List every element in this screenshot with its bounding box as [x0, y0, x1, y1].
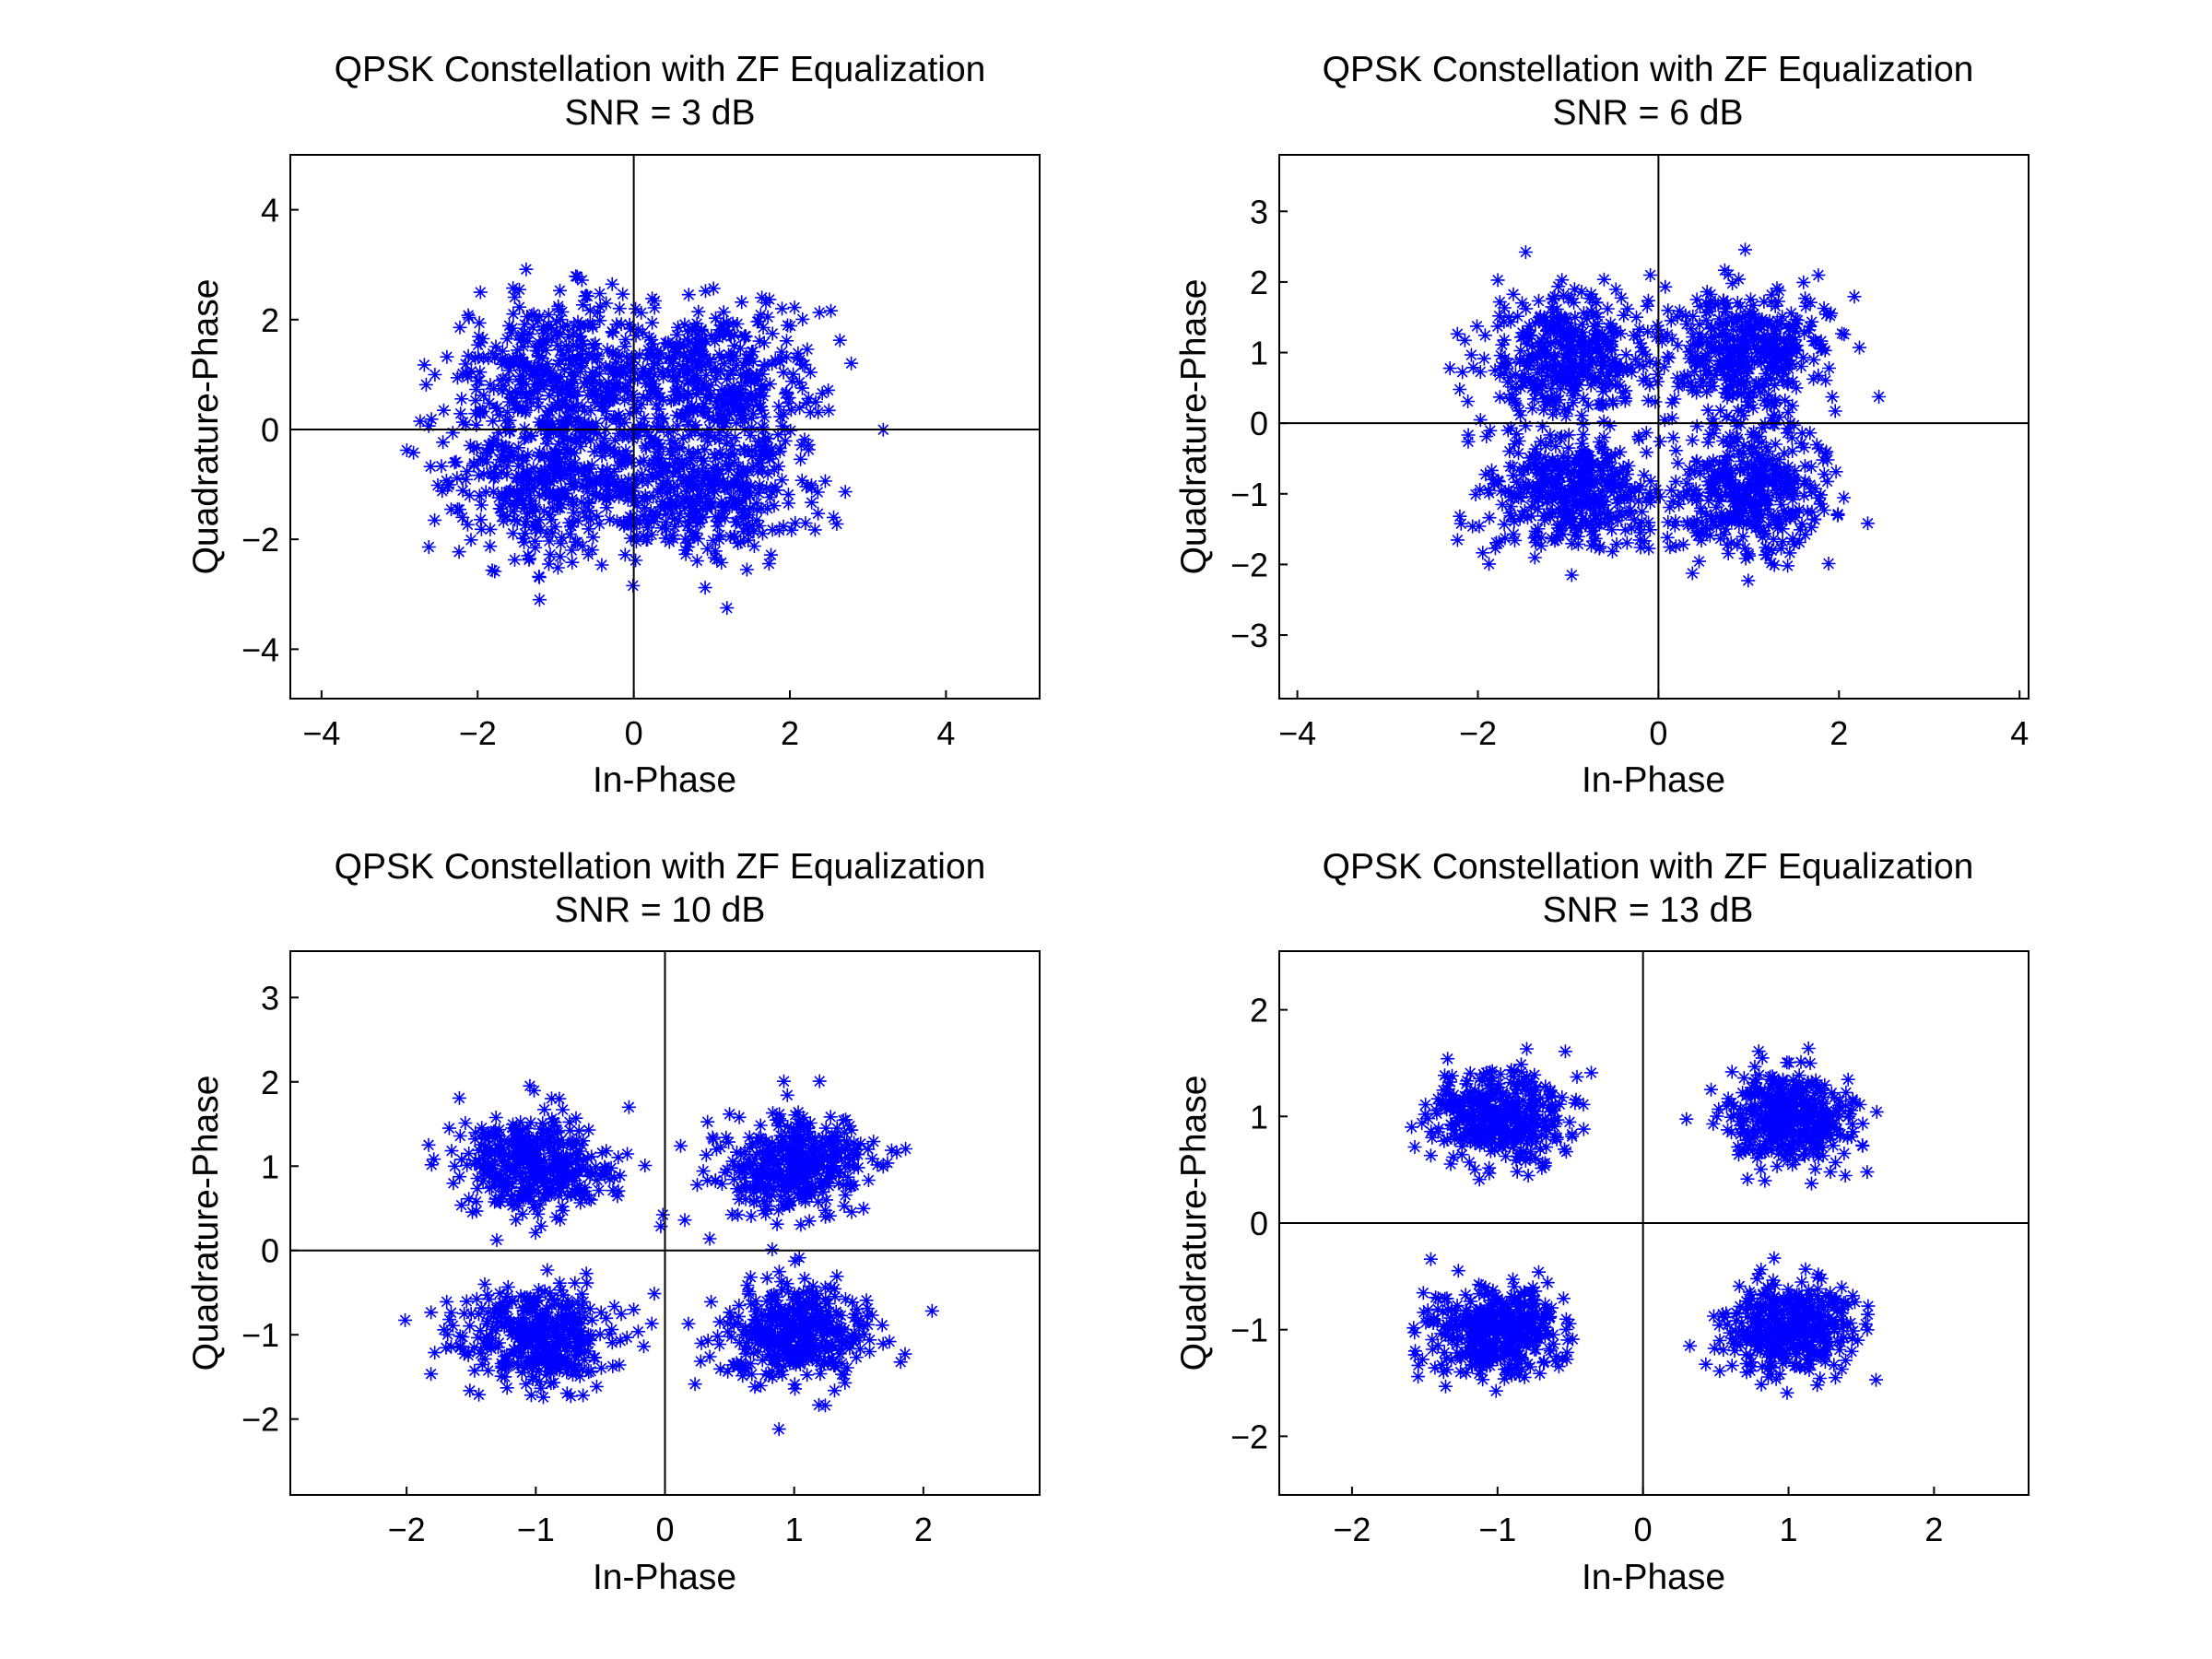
- y-tick-label: 0: [261, 411, 279, 449]
- axes-box: [289, 154, 1041, 700]
- data-point-markers: [399, 262, 890, 616]
- y-tick-label: 2: [261, 301, 279, 339]
- x-ticks: −2 −1 0 1 2: [388, 1487, 933, 1548]
- data-point-markers: [398, 1074, 939, 1437]
- y-tick-label: 2: [1250, 264, 1268, 301]
- x-tick-label: 4: [936, 714, 955, 752]
- y-ticks: −2 −1 0 1 2: [1230, 992, 1288, 1455]
- data-points: [398, 1074, 939, 1437]
- x-tick-label: 4: [2010, 714, 2029, 752]
- x-tick-label: 2: [914, 1511, 933, 1548]
- y-tick-label: 4: [261, 192, 279, 229]
- subplot-snr-10db: QPSK Constellation with ZF Equalization …: [186, 847, 1041, 1597]
- y-tick-label: −3: [1230, 617, 1268, 654]
- y-tick-label: 3: [1250, 193, 1268, 230]
- y-ticks: −3 −2 −1 0 1 2 3: [1230, 193, 1288, 654]
- x-ticks: −4 −2 0 2 4: [1278, 690, 2029, 752]
- data-points: [1405, 1041, 1884, 1400]
- x-axis-label: In-Phase: [1582, 1558, 1725, 1597]
- x-tick-label: −2: [1459, 714, 1497, 752]
- chart-subtitle: SNR = 6 dB: [1552, 93, 1743, 133]
- y-axis-label: Quadrature-Phase: [1174, 1076, 1214, 1371]
- y-tick-label: −2: [1230, 1418, 1268, 1455]
- y-tick-label: 1: [1250, 1098, 1268, 1135]
- y-axis-label: Quadrature-Phase: [1174, 279, 1214, 575]
- data-point-markers: [1442, 242, 1887, 588]
- x-tick-label: 0: [1634, 1511, 1653, 1548]
- y-tick-label: 1: [261, 1147, 279, 1185]
- y-tick-label: −2: [1230, 546, 1268, 583]
- data-points: [1442, 242, 1887, 588]
- x-tick-label: −4: [1278, 714, 1316, 752]
- x-tick-label: −2: [1333, 1511, 1371, 1548]
- chart-title: QPSK Constellation with ZF Equalization: [335, 50, 986, 89]
- chart-subtitle: SNR = 3 dB: [564, 93, 755, 133]
- x-tick-label: −2: [388, 1511, 426, 1548]
- x-tick-label: 1: [1780, 1511, 1798, 1548]
- chart-title: QPSK Constellation with ZF Equalization: [1323, 847, 1974, 887]
- y-tick-label: 0: [261, 1232, 279, 1270]
- y-tick-label: −1: [1230, 1312, 1268, 1349]
- x-axis-label: In-Phase: [1582, 760, 1725, 800]
- x-axis-label: In-Phase: [593, 760, 736, 800]
- chart-title: QPSK Constellation with ZF Equalization: [1323, 50, 1974, 89]
- x-tick-label: 2: [781, 714, 799, 752]
- x-tick-label: −4: [302, 714, 340, 752]
- y-tick-label: −2: [241, 521, 279, 559]
- chart-subtitle: SNR = 13 dB: [1543, 890, 1754, 930]
- data-point-markers: [1405, 1041, 1884, 1400]
- subplot-snr-6db: QPSK Constellation with ZF Equalization …: [1174, 50, 2030, 800]
- x-tick-label: −1: [1478, 1511, 1516, 1548]
- x-tick-label: 0: [655, 1511, 674, 1548]
- y-ticks: −4 −2 0 2 4: [241, 192, 299, 668]
- subplot-snr-13db: QPSK Constellation with ZF Equalization …: [1174, 847, 2030, 1597]
- y-tick-label: 0: [1250, 405, 1268, 442]
- y-tick-label: 2: [1250, 992, 1268, 1030]
- y-tick-label: 1: [1250, 335, 1268, 372]
- data-points: [399, 262, 890, 616]
- y-ticks: −2 −1 0 1 2 3: [241, 979, 299, 1439]
- y-tick-label: −1: [241, 1316, 279, 1354]
- y-tick-label: −4: [241, 630, 279, 668]
- chart-title: QPSK Constellation with ZF Equalization: [335, 847, 986, 887]
- x-tick-label: −2: [459, 714, 497, 752]
- y-tick-label: 2: [261, 1064, 279, 1101]
- x-tick-label: −1: [517, 1511, 555, 1548]
- x-ticks: −4 −2 0 2 4: [302, 690, 955, 752]
- y-axis-label: Quadrature-Phase: [186, 279, 226, 575]
- y-tick-label: −2: [241, 1401, 279, 1439]
- x-tick-label: 2: [1924, 1511, 1943, 1548]
- x-tick-label: 0: [1649, 714, 1667, 752]
- x-tick-label: 0: [625, 714, 643, 752]
- axes-box: [1278, 154, 2030, 700]
- x-axis-label: In-Phase: [593, 1558, 736, 1597]
- y-axis-label: Quadrature-Phase: [186, 1076, 226, 1371]
- y-tick-label: 3: [261, 979, 279, 1017]
- x-ticks: −2 −1 0 1 2: [1333, 1487, 1943, 1548]
- y-tick-label: 0: [1250, 1205, 1268, 1242]
- x-tick-label: 1: [785, 1511, 804, 1548]
- y-tick-label: −1: [1230, 476, 1268, 513]
- chart-subtitle: SNR = 10 dB: [555, 890, 766, 930]
- x-tick-label: 2: [1830, 714, 1848, 752]
- subplot-snr-3db: QPSK Constellation with ZF Equalization …: [186, 50, 1041, 800]
